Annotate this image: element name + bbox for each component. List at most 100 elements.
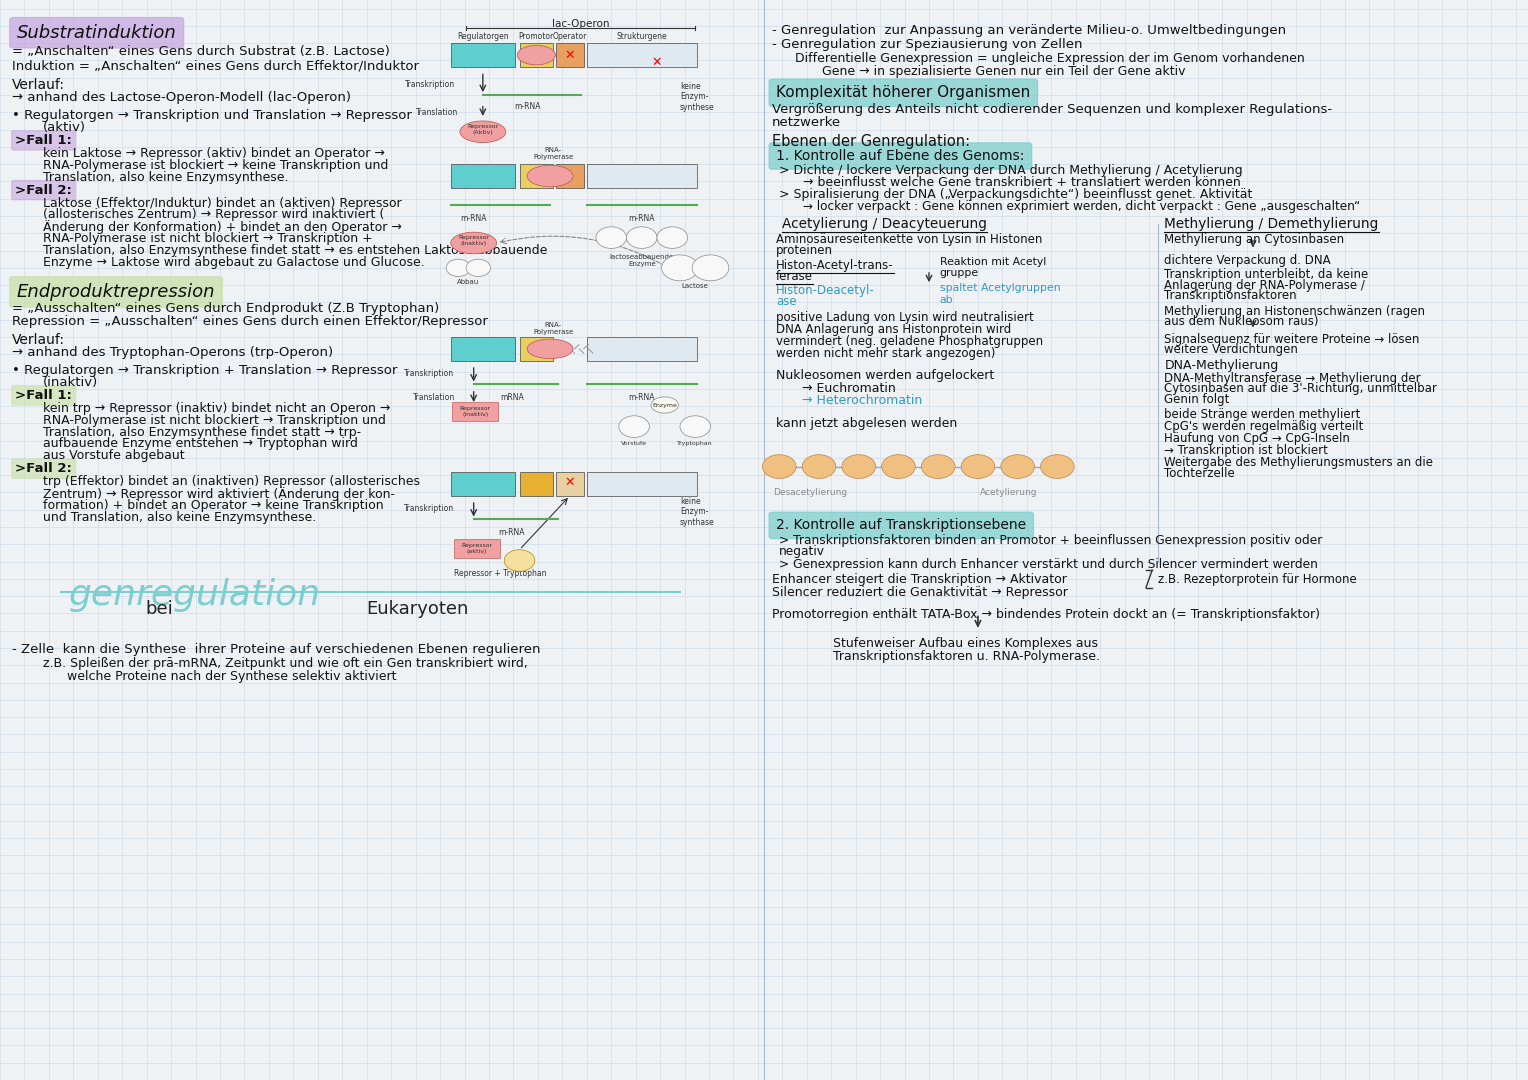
Bar (587, 164, 697, 188)
Text: lactoseabbauende
Enzyme: lactoseabbauende Enzyme (610, 254, 674, 267)
Text: Translation: Translation (416, 108, 458, 117)
Text: RNA-Polymerase ist nicht blockiert → Transkription und: RNA-Polymerase ist nicht blockiert → Tra… (43, 414, 385, 427)
Text: CpG's werden regelmäßig verteilt: CpG's werden regelmäßig verteilt (1164, 420, 1363, 433)
Text: Acetylierung: Acetylierung (979, 488, 1038, 497)
Bar (452, 402, 498, 421)
Text: Transkription: Transkription (405, 80, 455, 89)
Text: Gene → in spezialisierte Genen nur ein Teil der Gene aktiv: Gene → in spezialisierte Genen nur ein T… (802, 65, 1186, 78)
Text: Translation: Translation (413, 393, 455, 402)
Text: - Genregulation  zur Anpassung an veränderte Milieu-o. Umweltbedingungen: - Genregulation zur Anpassung an verände… (772, 24, 1285, 37)
Ellipse shape (516, 45, 556, 65)
Circle shape (596, 227, 626, 248)
Text: RNA-Polymerase ist nicht blockiert → Transkription +: RNA-Polymerase ist nicht blockiert → Tra… (43, 232, 373, 245)
Text: Lactose: Lactose (681, 283, 709, 289)
Text: = „Anschalten“ eines Gens durch Substrat (z.B. Lactose): = „Anschalten“ eines Gens durch Substrat… (12, 45, 390, 58)
Circle shape (657, 227, 688, 248)
Text: = „Ausschalten“ eines Gens durch Endprodukt (Z.B Tryptophan): = „Ausschalten“ eines Gens durch Endprod… (12, 302, 440, 315)
Text: Enzyme: Enzyme (652, 403, 677, 407)
Text: Aminosäureseitenkette von Lysin in Histonen: Aminosäureseitenkette von Lysin in Histo… (776, 233, 1042, 246)
Text: Häufung von CpG → CpG-Inseln: Häufung von CpG → CpG-Inseln (1164, 432, 1351, 445)
Text: - Genregulation zur Speziausierung von Zellen: - Genregulation zur Speziausierung von Z… (772, 38, 1082, 51)
FancyBboxPatch shape (769, 79, 1038, 107)
Text: ase: ase (776, 295, 796, 308)
Text: RNA-
Polymerase: RNA- Polymerase (533, 147, 573, 160)
Circle shape (446, 259, 471, 276)
Text: welche Proteine nach der Synthese selektiv aktiviert: welche Proteine nach der Synthese selekt… (31, 670, 396, 683)
Text: aus dem Nukleosom raus): aus dem Nukleosom raus) (1164, 315, 1319, 328)
Text: werden nicht mehr stark angezogen): werden nicht mehr stark angezogen) (776, 347, 996, 360)
Circle shape (1041, 455, 1074, 478)
Text: gruppe: gruppe (940, 268, 979, 278)
Text: Substratinduktion: Substratinduktion (17, 24, 177, 42)
Text: kann jetzt abgelesen werden: kann jetzt abgelesen werden (776, 417, 958, 430)
Bar (451, 472, 515, 496)
Circle shape (680, 416, 711, 437)
Text: >Fall 1:: >Fall 1: (15, 389, 72, 402)
Circle shape (504, 550, 535, 571)
Text: kein Laktose → Repressor (aktiv) bindet an Operator →: kein Laktose → Repressor (aktiv) bindet … (43, 147, 385, 160)
Text: m-RNA: m-RNA (628, 393, 656, 402)
Text: >Fall 1:: >Fall 1: (15, 134, 72, 147)
Text: Nukleosomen werden aufgelockert: Nukleosomen werden aufgelockert (776, 369, 995, 382)
Text: ab: ab (940, 295, 953, 305)
Text: 2. Kontrolle auf Transkriptionsebene: 2. Kontrolle auf Transkriptionsebene (776, 518, 1027, 532)
Circle shape (762, 455, 796, 478)
Text: und Translation, also keine Enzymsynthese.: und Translation, also keine Enzymsynthes… (43, 511, 316, 524)
Text: Repressor
(inaktiv): Repressor (inaktiv) (458, 235, 489, 246)
Text: Änderung der Konformation) + bindet an den Operator →: Änderung der Konformation) + bindet an d… (43, 220, 402, 234)
Text: → beeinflusst welche Gene transkribiert + translatiert werden können: → beeinflusst welche Gene transkribiert … (795, 176, 1241, 189)
Circle shape (842, 455, 876, 478)
Text: Tryptophan: Tryptophan (677, 441, 714, 446)
Text: Tochterzelle: Tochterzelle (1164, 467, 1235, 480)
Text: Vorstufe: Vorstufe (620, 441, 648, 446)
Text: Promotorregion enthält TATA-Box → bindendes Protein dockt an (= Transkriptionsfa: Promotorregion enthält TATA-Box → binden… (772, 608, 1320, 621)
Circle shape (626, 227, 657, 248)
Text: Histon-Acetyl-trans-: Histon-Acetyl-trans- (776, 259, 894, 272)
Bar (520, 164, 553, 188)
Text: aus Vorstufe abgebaut: aus Vorstufe abgebaut (43, 449, 185, 462)
Text: Methylierung an Cytosinbasen: Methylierung an Cytosinbasen (1164, 233, 1345, 246)
Text: proteinen: proteinen (776, 244, 833, 257)
Text: Repressor
(inaktiv): Repressor (inaktiv) (460, 406, 490, 417)
FancyBboxPatch shape (9, 276, 223, 307)
Text: m-RNA: m-RNA (628, 214, 656, 222)
Text: Enzyme → Laktose wird abgebaut zu Galactose und Glucose.: Enzyme → Laktose wird abgebaut zu Galact… (43, 256, 425, 269)
Ellipse shape (527, 165, 573, 187)
Text: Acetylierung / Deacyteuerung: Acetylierung / Deacyteuerung (782, 217, 987, 231)
Bar (451, 337, 515, 361)
Text: Translation, also Enzymsynthese findet statt → es entstehen Laktose abbauende: Translation, also Enzymsynthese findet s… (43, 244, 547, 257)
Text: Ebenen der Genregulation:: Ebenen der Genregulation: (772, 134, 970, 149)
Text: beide Stränge werden methyliert: beide Stränge werden methyliert (1164, 408, 1361, 421)
Text: Reaktion mit Acetyl: Reaktion mit Acetyl (940, 257, 1047, 267)
Text: genregulation: genregulation (69, 578, 321, 611)
Text: Enhancer steigert die Transkription → Aktivator: Enhancer steigert die Transkription → Ak… (772, 573, 1067, 586)
Text: Weitergabe des Methylierungsmusters an die: Weitergabe des Methylierungsmusters an d… (1164, 456, 1433, 469)
Text: → Euchromatin: → Euchromatin (802, 382, 895, 395)
Bar (451, 164, 515, 188)
Text: Verlauf:: Verlauf: (12, 78, 66, 92)
Text: (inaktiv): (inaktiv) (43, 376, 98, 389)
Text: positive Ladung von Lysin wird neutralisiert: positive Ladung von Lysin wird neutralis… (776, 311, 1034, 324)
Bar (556, 472, 584, 496)
FancyBboxPatch shape (12, 459, 76, 478)
Text: mRNA: mRNA (500, 393, 524, 402)
Text: Vergrößerung des Anteils nicht codierender Sequenzen und komplexer Regulations-: Vergrößerung des Anteils nicht codierend… (772, 103, 1332, 116)
Text: > Dichte / lockere Verpackung der DNA durch Methylierung / Acetylierung: > Dichte / lockere Verpackung der DNA du… (779, 164, 1242, 177)
Text: Transkription: Transkription (403, 504, 454, 513)
Text: Stufenweiser Aufbau eines Komplexes aus: Stufenweiser Aufbau eines Komplexes aus (833, 637, 1097, 650)
Bar (520, 472, 553, 496)
Text: m-RNA: m-RNA (513, 102, 541, 110)
Text: Methylierung / Demethylierung: Methylierung / Demethylierung (1164, 217, 1378, 231)
Text: Endproduktrepression: Endproduktrepression (17, 283, 215, 301)
FancyBboxPatch shape (12, 180, 76, 200)
Text: → Heterochromatin: → Heterochromatin (802, 394, 923, 407)
Ellipse shape (527, 339, 573, 359)
Text: Regulatorgen: Regulatorgen (457, 32, 509, 41)
Text: Translation, also keine Enzymsynthese.: Translation, also keine Enzymsynthese. (43, 171, 289, 184)
Circle shape (882, 455, 915, 478)
Text: >Fall 2:: >Fall 2: (15, 184, 72, 197)
Text: Operator: Operator (553, 32, 587, 41)
Text: > Spiralisierung der DNA („Verpackungsdichte“) beeinflusst genet. Aktivität: > Spiralisierung der DNA („Verpackungsdi… (779, 188, 1253, 201)
Text: Eukaryoten: Eukaryoten (367, 600, 469, 619)
Text: Komplexität höherer Organismen: Komplexität höherer Organismen (776, 85, 1030, 100)
